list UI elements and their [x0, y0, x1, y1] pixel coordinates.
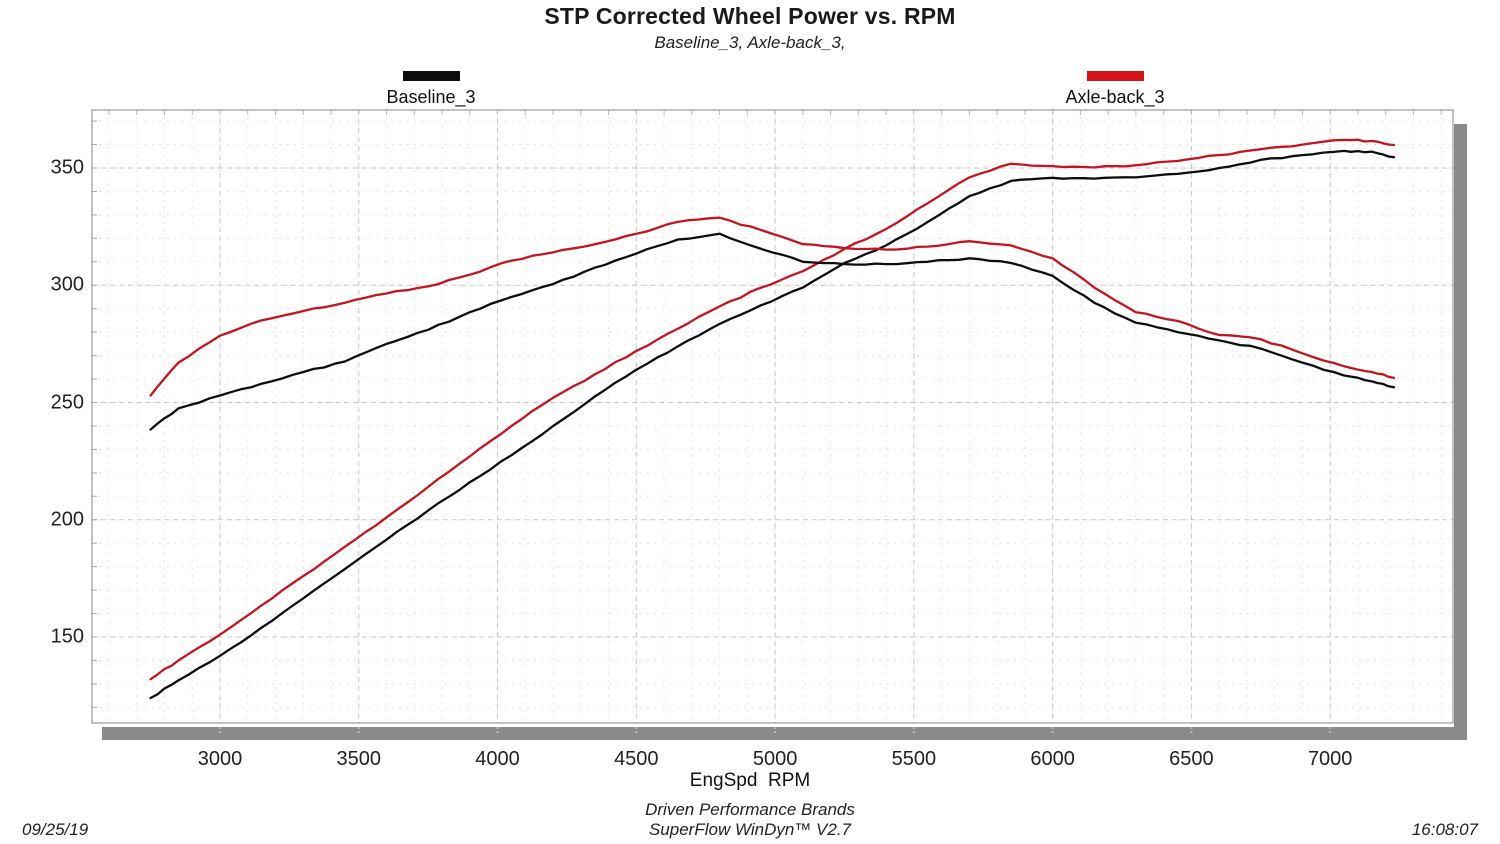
baseline-color-swatch — [402, 71, 460, 81]
legend-axleback-label: Axle-back_3 — [1065, 87, 1165, 107]
page-subtitle: Baseline_3, Axle-back_3, — [654, 33, 846, 52]
date-stamp: 09/25/19 — [22, 820, 89, 839]
x-tick-label: 5000 — [752, 748, 798, 770]
page-title: STP Corrected Wheel Power vs. RPM — [544, 3, 956, 29]
footer-brand: Driven Performance Brands — [645, 800, 855, 819]
y-tick-label: 200 — [50, 508, 84, 531]
axleback-color-swatch — [1086, 71, 1144, 81]
x-tick-label: 7000 — [1307, 748, 1353, 770]
x-tick-label: 3000 — [197, 748, 243, 770]
y-tick-label: 300 — [50, 273, 84, 296]
x-tick-label: 4500 — [614, 748, 659, 770]
x-tick-label: 6500 — [1169, 748, 1214, 770]
footer-software: SuperFlow WinDyn™ V2.7 — [648, 820, 852, 839]
legend-baseline: Baseline_3 — [311, 71, 551, 108]
x-tick-label: 6000 — [1030, 748, 1075, 770]
time-stamp: 16:08:07 — [1411, 820, 1478, 839]
y-tick-label: 150 — [50, 625, 84, 648]
legend-baseline-label: Baseline_3 — [386, 87, 476, 107]
y-tick-label: 350 — [50, 156, 84, 179]
x-axis-title: EngSpd RPM — [689, 770, 811, 791]
x-tick-label: 5500 — [891, 748, 937, 770]
x-tick-label: 4000 — [475, 748, 520, 770]
x-tick-label: 3500 — [336, 748, 382, 770]
y-tick-label: 250 — [50, 391, 84, 413]
legend-axleback: Axle-back_3 — [995, 71, 1235, 108]
